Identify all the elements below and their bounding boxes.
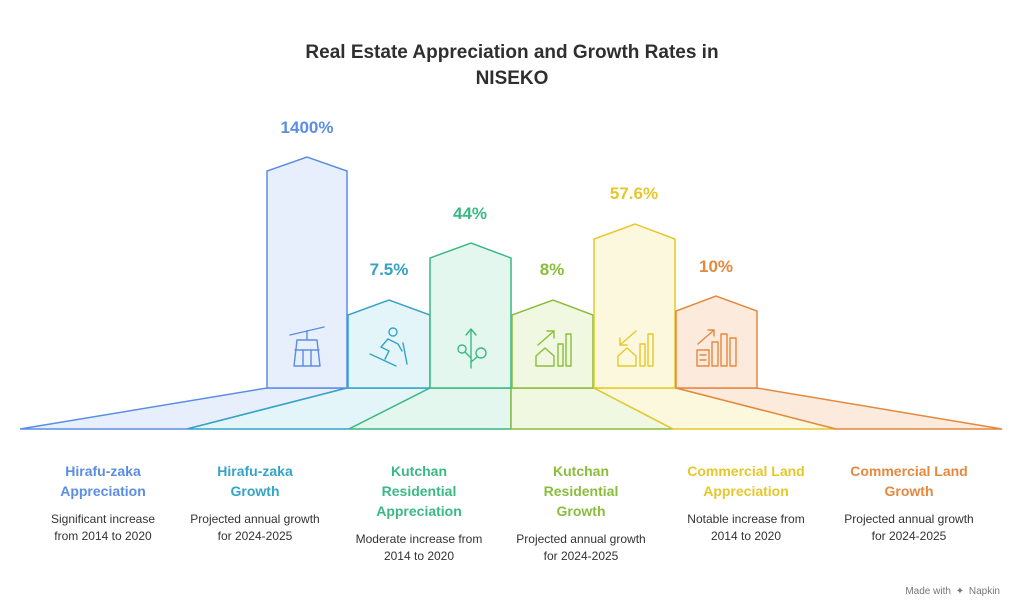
category-2-description: Projected annual growth for 2024-2025: [190, 512, 320, 543]
category-4-description: Projected annual growth for 2024-2025: [516, 532, 646, 563]
base-fan: [19, 387, 1003, 430]
napkin-logo-icon: ✦: [955, 586, 965, 597]
bar-kutchan-residential-appreciation: [429, 242, 512, 389]
category-4-heading: Kutchan Residential Growth: [543, 463, 619, 519]
bar-hirafu-zaka-growth: [347, 299, 431, 389]
category-2: Hirafu-zaka Growth Projected annual grow…: [180, 461, 330, 545]
category-5-heading: Commercial Land Appreciation: [687, 463, 805, 499]
bar-commercial-land-appreciation: [593, 223, 676, 389]
category-3-heading: Kutchan Residential Appreciation: [376, 463, 462, 519]
made-with-label: Made with: [905, 586, 951, 597]
category-6-description: Projected annual growth for 2024-2025: [844, 512, 974, 543]
category-5: Commercial Land Appreciation Notable inc…: [671, 461, 821, 545]
category-2-heading: Hirafu-zaka Growth: [217, 463, 293, 499]
category-3-description: Moderate increase from 2014 to 2020: [355, 532, 483, 563]
value-label-4: 8%: [539, 260, 565, 279]
value-label-6: 10%: [698, 257, 734, 276]
value-label-3: 44%: [452, 204, 488, 223]
value-label-5: 57.6%: [609, 184, 659, 203]
skier-icon: [369, 327, 408, 367]
category-1: Hirafu-zaka Appreciation Significant inc…: [28, 461, 178, 545]
category-4: Kutchan Residential Growth Projected ann…: [506, 461, 656, 565]
category-3: Kutchan Residential Appreciation Moderat…: [344, 461, 494, 565]
category-6-heading: Commercial Land Growth: [850, 463, 968, 499]
bar-hirafu-zaka-appreciation: [266, 156, 348, 389]
title-line-2: NISEKO: [475, 68, 549, 89]
category-1-description: Significant increase from 2014 to 2020: [50, 512, 156, 543]
diagram-title: Real Estate Appreciation and Growth Rate…: [0, 40, 1024, 92]
gondola-icon: [289, 326, 325, 367]
plant-growth-icon: [457, 328, 487, 369]
title-line-1: Real Estate Appreciation and Growth Rate…: [305, 42, 719, 63]
house-chart-up-icon: [535, 330, 572, 367]
category-6: Commercial Land Growth Projected annual …: [834, 461, 984, 545]
buildings-chart-icon: [696, 329, 737, 367]
value-label-1: 1400%: [280, 118, 334, 137]
brand-name: Napkin: [968, 586, 1000, 597]
category-5-description: Notable increase from 2014 to 2020: [687, 512, 805, 543]
house-chart-down-icon: [617, 330, 654, 367]
bar-kutchan-residential-growth: [511, 299, 594, 389]
value-label-2: 7.5%: [369, 260, 409, 279]
footer-credit: Made with ✦ Napkin: [905, 586, 1000, 597]
category-1-heading: Hirafu-zaka Appreciation: [60, 463, 146, 499]
